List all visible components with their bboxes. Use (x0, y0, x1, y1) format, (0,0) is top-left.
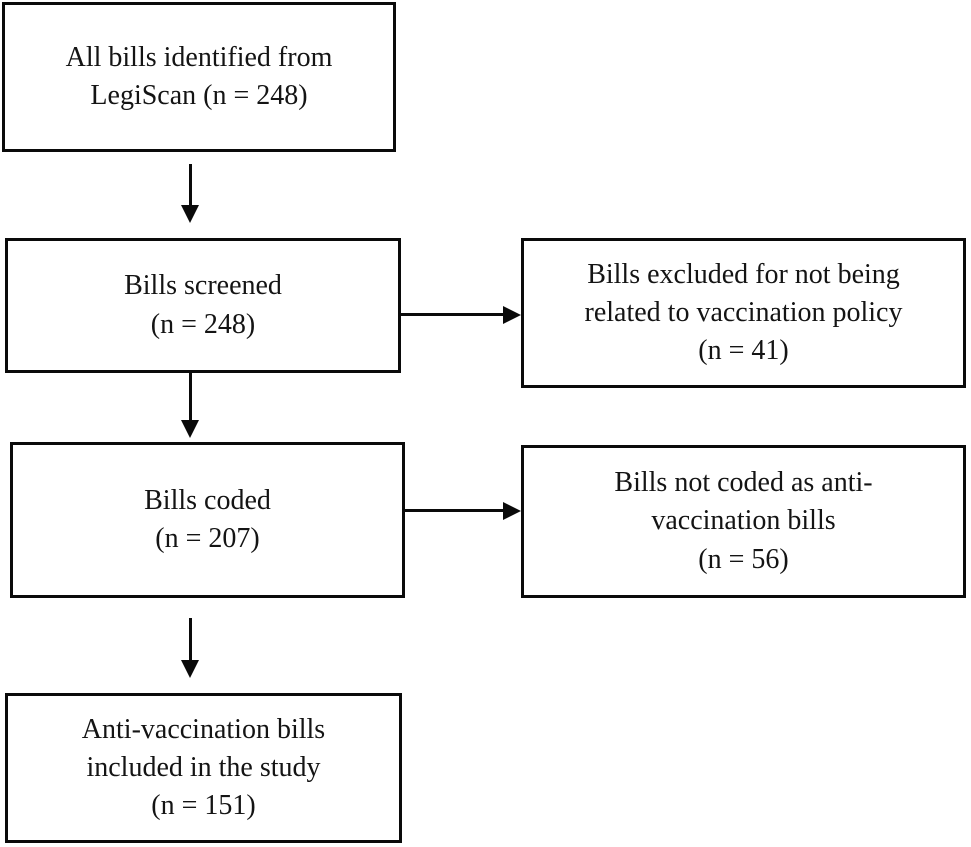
box-screened-line: (n = 248) (150, 308, 256, 340)
box-excluded-line: Bills excluded for not being (587, 258, 900, 290)
box-screened: Bills screened (n = 248) (5, 238, 401, 373)
box-not-coded: Bills not coded as anti- vaccination bil… (521, 445, 966, 598)
box-screened-line: Bills screened (124, 270, 282, 302)
arrow-right-coded-to-notcoded (405, 509, 504, 512)
box-coded-line: (n = 207) (155, 523, 260, 554)
box-excluded: Bills excluded for not being related to … (521, 238, 966, 388)
arrow-right-screened-to-excluded (401, 313, 504, 316)
arrow-down-screened-to-coded (189, 373, 192, 421)
arrow-down-icon (181, 420, 199, 438)
box-included-line: Anti-vaccination bills (81, 713, 326, 745)
box-excluded-line: related to vaccination policy (584, 296, 903, 328)
box-included-line: (n = 151) (151, 790, 256, 822)
box-identified-line: All bills identified from (65, 41, 333, 73)
arrow-right-icon (503, 502, 521, 520)
box-not-coded-line: vaccination bills (651, 505, 836, 537)
arrow-down-identified-to-screened (189, 164, 192, 206)
box-excluded-line: (n = 41) (698, 335, 789, 367)
arrow-right-icon (503, 306, 521, 324)
box-identified: All bills identified from LegiScan (n = … (2, 2, 396, 152)
box-not-coded-line: (n = 56) (698, 543, 789, 575)
box-identified-line: LegiScan (n = 248) (90, 80, 308, 111)
box-included-line: included in the study (86, 751, 321, 783)
arrow-down-icon (181, 660, 199, 678)
box-not-coded-line: Bills not coded as anti- (614, 467, 873, 499)
box-coded-line: Bills coded (144, 484, 271, 516)
box-included: Anti-vaccination bills included in the s… (5, 693, 402, 843)
box-coded: Bills coded (n = 207) (10, 442, 405, 598)
arrow-down-icon (181, 205, 199, 223)
arrow-down-coded-to-included (189, 618, 192, 661)
